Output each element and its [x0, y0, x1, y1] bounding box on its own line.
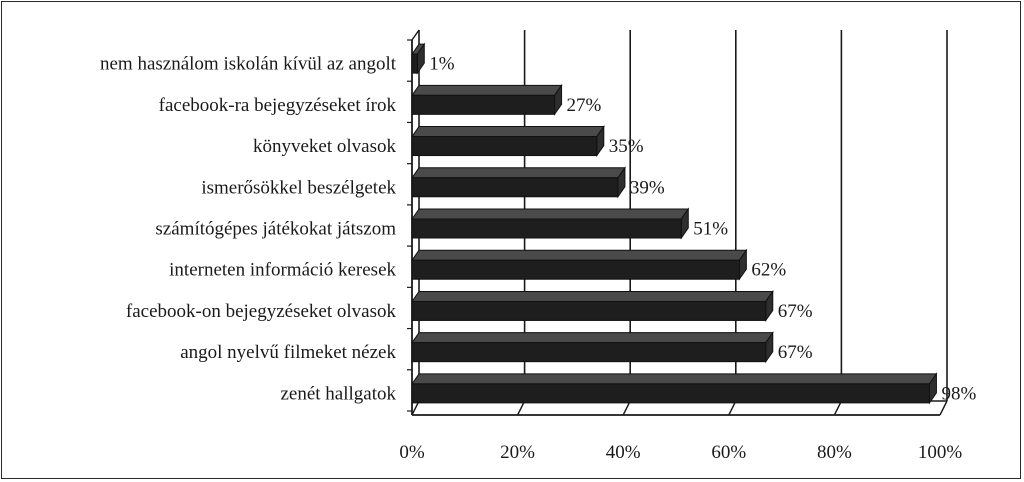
bar-top [411, 249, 748, 261]
bar-front [411, 218, 682, 239]
floor-tick [939, 400, 948, 416]
bar [411, 289, 774, 323]
bar-top [411, 126, 605, 138]
bar-front [411, 177, 619, 198]
data-label: 27% [567, 95, 602, 116]
category-label: angol nyelvű filmeket nézek [180, 342, 396, 363]
bar [411, 124, 605, 158]
bar-front [411, 383, 930, 404]
bar-top [411, 290, 774, 302]
category-label: zenét hallgatok [280, 383, 396, 404]
bar-top [411, 208, 690, 220]
bar [411, 42, 426, 75]
category-label: facebook-on bejegyzéseket olvasok [126, 301, 397, 322]
bar-front [411, 342, 767, 363]
bar [411, 372, 938, 405]
bar-front [411, 136, 598, 157]
data-label: 1% [429, 54, 455, 75]
x-tick-label: 40% [606, 442, 641, 463]
x-tick-label: 20% [500, 442, 535, 463]
data-label: 67% [778, 301, 813, 322]
bar-top [411, 373, 938, 385]
bar-front [411, 300, 767, 321]
data-label: 62% [751, 260, 786, 281]
bar [411, 207, 690, 240]
bar [411, 83, 563, 116]
tick-labels: 0% 20% 40% 60% 80% 100% [399, 442, 962, 463]
category-label: interneten információ keresek [169, 260, 396, 281]
x-tick-label: 100% [918, 442, 963, 463]
bar [411, 166, 626, 199]
bar-top [411, 332, 774, 344]
x-tick-label: 80% [817, 442, 852, 463]
category-label: facebook-ra bejegyzéseket írok [159, 95, 397, 116]
category-label: nem használom iskolán kívül az angolt [100, 54, 397, 75]
category-labels: nem használom iskolán kívül az angolt fac… [100, 54, 397, 405]
data-label: 98% [941, 383, 976, 404]
bar-top [411, 84, 563, 96]
category-label: számítógépes játékokat játszom [155, 219, 396, 240]
x-tick-label: 60% [711, 442, 746, 463]
y-axis-top [411, 29, 420, 41]
data-label: 35% [609, 136, 644, 157]
bar-top [411, 167, 626, 179]
category-label: könyveket olvasok [253, 136, 397, 157]
data-label: 39% [630, 177, 665, 198]
data-label: 67% [778, 342, 813, 363]
bar [411, 248, 748, 281]
bars [411, 42, 938, 405]
data-label: 51% [693, 219, 728, 240]
bar [411, 331, 774, 364]
value-labels: 1% 27% 35% 39% 51% 62% 67% 67% 98% [429, 54, 976, 405]
bar-front [411, 94, 556, 115]
x-tick-label: 0% [399, 442, 425, 463]
bar-front [411, 53, 418, 74]
bar-front [411, 259, 740, 280]
category-label: ismerősökkel beszélgetek [201, 177, 396, 198]
